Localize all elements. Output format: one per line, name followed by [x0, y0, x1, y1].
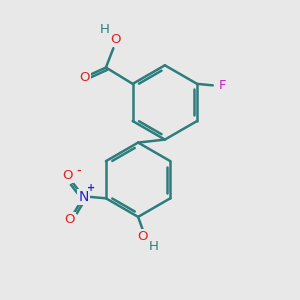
Text: +: +	[87, 184, 95, 194]
Text: O: O	[137, 230, 148, 243]
Text: O: O	[63, 169, 73, 182]
Text: H: H	[149, 239, 159, 253]
Text: N: N	[79, 190, 89, 204]
Text: O: O	[79, 71, 89, 84]
Text: F: F	[219, 79, 226, 92]
Text: H: H	[100, 23, 110, 36]
Text: -: -	[76, 166, 81, 176]
Text: O: O	[64, 214, 75, 226]
Text: O: O	[110, 33, 121, 46]
